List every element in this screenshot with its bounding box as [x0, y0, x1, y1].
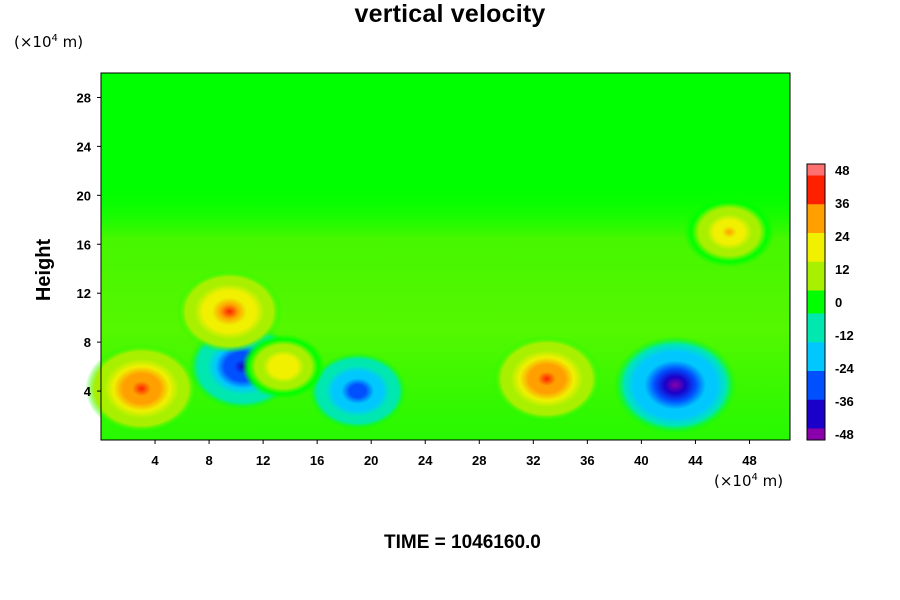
colorbar-segment [807, 371, 825, 378]
x-tick-label: 28 [472, 453, 486, 468]
colorbar-segment [807, 342, 825, 349]
colorbar-segment [807, 325, 825, 332]
contour-feature [85, 344, 198, 434]
colorbar-segment [807, 187, 825, 194]
colorbar-segment [807, 307, 825, 314]
colorbar-segment [807, 388, 825, 395]
colorbar-tick-label: 48 [835, 163, 849, 178]
x-tick-label: 12 [256, 453, 270, 468]
y-tick-label: 28 [77, 90, 91, 105]
colorbar-segment [807, 164, 825, 171]
colorbar-tick-label: -36 [835, 394, 854, 409]
colorbar-segment [807, 411, 825, 418]
colorbar-segment [807, 227, 825, 234]
y-tick-label: 20 [77, 188, 91, 203]
colorbar-segment [807, 273, 825, 280]
colorbar-tick-label: -12 [835, 328, 854, 343]
colorbar-segment [807, 290, 825, 297]
contour-feature [683, 196, 775, 268]
colorbar-segment [807, 210, 825, 217]
colorbar-segment [807, 256, 825, 263]
x-axis-unit: (×104 m) [714, 472, 784, 490]
y-tick-label: 16 [77, 237, 91, 252]
contour-feature [176, 270, 282, 354]
colorbar-segment [807, 434, 825, 441]
contour-feature [492, 335, 602, 422]
colorbar-segment [807, 422, 825, 429]
chart-title: vertical velocity [354, 0, 546, 28]
colorbar-segment [807, 382, 825, 389]
y-axis-unit: (×104 m) [14, 33, 84, 51]
colorbar-segment [807, 336, 825, 343]
colorbar-segment [807, 417, 825, 424]
colorbar-segment [807, 365, 825, 372]
x-tick-label: 4 [151, 453, 159, 468]
x-tick-label: 32 [526, 453, 540, 468]
x-tick-label: 40 [634, 453, 648, 468]
x-tick-label: 24 [418, 453, 433, 468]
colorbar-segment [807, 198, 825, 205]
y-tick-label: 12 [77, 286, 91, 301]
colorbar-segment [807, 204, 825, 211]
colorbar-tick-label: -48 [835, 427, 854, 442]
colorbar-segment [807, 175, 825, 182]
colorbar-segment [807, 399, 825, 406]
contour-feature [613, 335, 737, 434]
colorbar-segment [807, 169, 825, 176]
colorbar-tick-label: 24 [835, 229, 850, 244]
colorbar-segment [807, 267, 825, 274]
y-tick-label: 24 [77, 139, 92, 154]
y-tick-label: 8 [84, 335, 91, 350]
contour-feature [308, 352, 407, 430]
plot-frame [100, 72, 791, 441]
colorbar-segment [807, 319, 825, 326]
colorbar-segment [807, 233, 825, 240]
time-label: TIME = 1046160.0 [384, 532, 541, 553]
y-tick-label: 4 [84, 384, 92, 399]
contour-feature [241, 334, 326, 400]
colorbar-segment [807, 405, 825, 412]
colorbar-tick-label: 0 [835, 295, 842, 310]
colorbar-segment [807, 192, 825, 199]
colorbar-segment [807, 279, 825, 286]
colorbar-segment [807, 238, 825, 245]
x-tick-label: 16 [310, 453, 324, 468]
colorbar-segment [807, 261, 825, 268]
colorbar-segment [807, 394, 825, 401]
colorbar-frame [806, 163, 826, 441]
x-tick-label: 36 [580, 453, 594, 468]
colorbar-segment [807, 313, 825, 320]
x-tick-label: 44 [688, 453, 703, 468]
colorbar-segment [807, 428, 825, 435]
colorbar-segment [807, 353, 825, 360]
x-tick-label: 48 [742, 453, 756, 468]
colorbar-segment [807, 296, 825, 303]
x-tick-label: 20 [364, 453, 378, 468]
colorbar-segment [807, 376, 825, 383]
colorbar-segment [807, 302, 825, 309]
colorbar-segment [807, 181, 825, 188]
x-tick-label: 8 [205, 453, 212, 468]
colorbar-segment [807, 244, 825, 251]
colorbar-segment [807, 250, 825, 257]
colorbar-tick-label: -24 [835, 361, 855, 376]
colorbar-segment [807, 348, 825, 355]
colorbar-segment [807, 284, 825, 291]
colorbar-segment [807, 215, 825, 222]
colorbar-segment [807, 330, 825, 337]
colorbar-segment [807, 221, 825, 228]
colorbar-segment [807, 359, 825, 366]
colorbar-tick-label: 36 [835, 196, 849, 211]
colorbar-tick-label: 12 [835, 262, 849, 277]
